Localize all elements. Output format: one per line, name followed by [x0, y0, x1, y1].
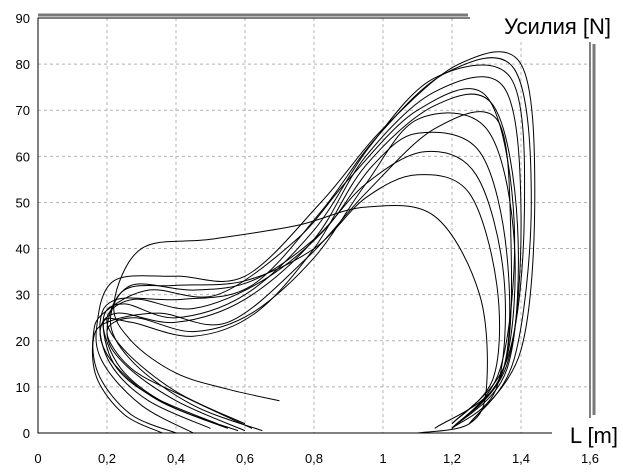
series-line-11: [92, 111, 513, 434]
x-tick-label: 0,4: [167, 451, 185, 466]
y-tick-label: 80: [16, 57, 30, 72]
y-tick-label: 50: [16, 195, 30, 210]
series-line-12: [91, 88, 516, 434]
series-line-5: [106, 112, 516, 429]
y-tick-labels: 0 10 20 30 40 50 60 70 80 90: [16, 11, 30, 441]
y-tick-label: 70: [16, 103, 30, 118]
y-axis-label-background: [470, 12, 618, 42]
series-line-2: [106, 174, 501, 432]
x-tick-label: 1,6: [581, 451, 599, 466]
series-line-3: [109, 150, 506, 432]
y-tick-label: 0: [23, 426, 30, 441]
x-tick-label: 1: [379, 451, 386, 466]
plot-frame: [37, 17, 591, 434]
series-line-4: [106, 131, 511, 429]
y-tick-label: 10: [16, 380, 30, 395]
x-tick-label: 0,6: [236, 451, 254, 466]
x-axis-label: L [m]: [570, 423, 618, 448]
x-tick-label: 1,4: [512, 451, 530, 466]
x-tick-label: 1,2: [443, 451, 461, 466]
y-tick-label: 60: [16, 149, 30, 164]
y-tick-label: 30: [16, 288, 30, 303]
y-axis-label: Усилия [N]: [504, 14, 611, 39]
series-line-9: [99, 57, 532, 429]
series-line-6: [102, 93, 519, 432]
axes: [37, 13, 596, 434]
x-axis-label-background: [552, 418, 620, 448]
curves: [91, 51, 536, 434]
x-tick-label: 0,8: [305, 451, 323, 466]
series-line-7: [99, 76, 522, 429]
series-line-8: [102, 64, 526, 425]
x-tick-label: 0,2: [98, 451, 116, 466]
x-tick-labels: 0 0,2 0,4 0,6 0,8 1 1,2 1,4 1,6: [34, 451, 599, 466]
y-tick-label: 20: [16, 334, 30, 349]
series-line-10: [95, 51, 536, 434]
x-tick-label: 0: [34, 451, 41, 466]
series-line-1: [113, 204, 488, 434]
y-tick-label: 40: [16, 242, 30, 257]
y-tick-label: 90: [16, 11, 30, 26]
